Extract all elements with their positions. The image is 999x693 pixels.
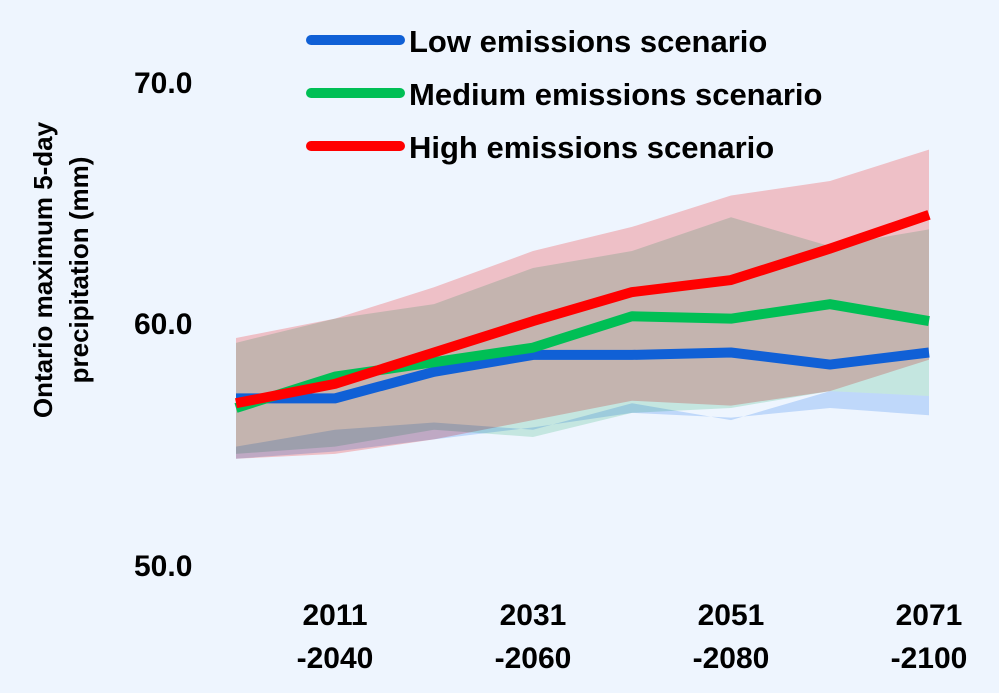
x-axis-ticks: 2011 -2040 2031 -2060 2051 -2080 2071 -2…: [297, 599, 968, 675]
y-axis-label-line-1: Ontario maximum 5-day: [28, 121, 58, 418]
x-tick-label: 2051: [698, 599, 765, 632]
legend-item-high[interactable]: High emissions scenario: [306, 130, 774, 165]
x-tick-label: 2011: [302, 599, 367, 632]
y-tick-label: 70.0: [134, 67, 192, 100]
x-tick-label: 2071: [896, 599, 963, 632]
x-tick-label: -2040: [297, 642, 374, 675]
legend-label-medium: Medium emissions scenario: [409, 77, 822, 112]
y-axis-label-line-2: precipitation (mm): [64, 157, 94, 384]
legend-item-low[interactable]: Low emissions scenario: [306, 24, 767, 59]
band-low: [236, 391, 929, 459]
y-tick-label: 60.0: [134, 308, 192, 341]
line-low: [236, 347, 930, 404]
x-tick-label: -2080: [693, 642, 770, 675]
y-axis-ticks: 70.0 60.0 50.0: [134, 67, 192, 583]
y-axis-label: Ontario maximum 5-day precipitation (mm): [28, 121, 94, 418]
x-tick-label: -2100: [891, 642, 968, 675]
y-tick-label: 50.0: [134, 550, 192, 583]
legend-label-high: High emissions scenario: [409, 130, 774, 165]
series-lines: [234, 210, 931, 413]
x-tick-label: -2060: [495, 642, 572, 675]
line-high: [235, 210, 931, 409]
legend: Low emissions scenario Medium emissions …: [306, 24, 822, 165]
legend-item-medium[interactable]: Medium emissions scenario: [306, 77, 822, 112]
legend-label-low: Low emissions scenario: [409, 24, 767, 59]
x-tick-label: 2031: [500, 599, 567, 632]
